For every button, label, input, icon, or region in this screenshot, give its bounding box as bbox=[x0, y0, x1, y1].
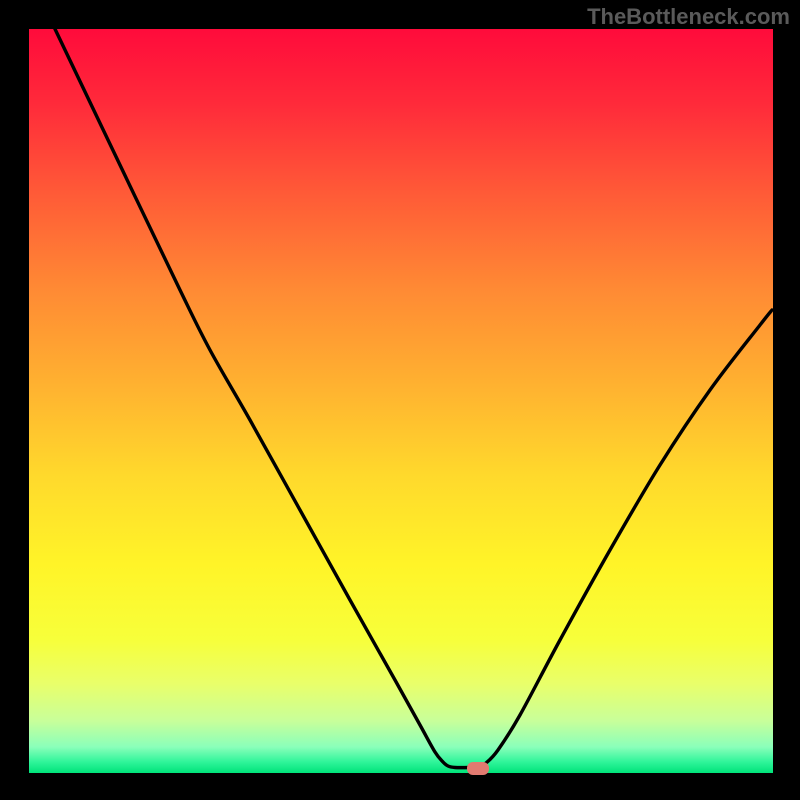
chart-container: TheBottleneck.com bbox=[0, 0, 800, 800]
optimum-marker bbox=[467, 762, 489, 775]
plot-background bbox=[29, 29, 773, 773]
bottleneck-chart bbox=[0, 0, 800, 800]
watermark-text: TheBottleneck.com bbox=[587, 4, 790, 30]
